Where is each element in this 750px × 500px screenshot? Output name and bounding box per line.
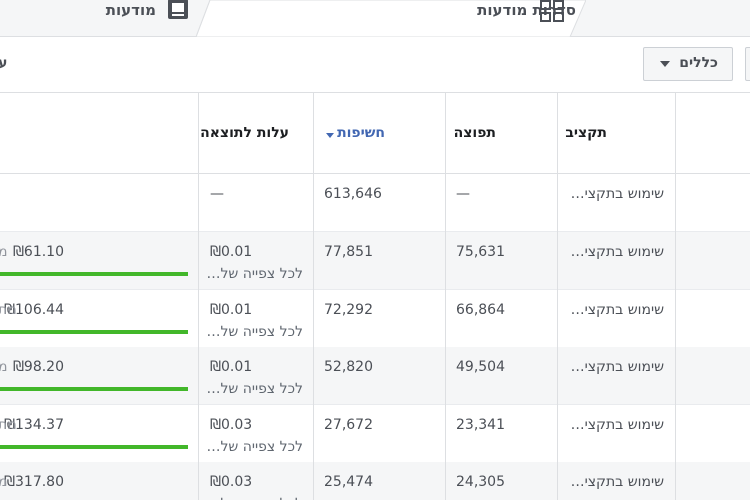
cell-impressions: 613,646 (324, 186, 382, 202)
cell-cost-per-result-sub: לכל צפייה של… (206, 496, 303, 500)
table-row[interactable]: שימוש בתקצי… — 613,646 — (0, 174, 750, 232)
cell-amount-spent: ₪317.80 (4, 474, 64, 490)
cell-amount-spent: ₪134.37 (4, 417, 64, 433)
cell-amount-prefix: מ (0, 474, 8, 490)
spend-progress-bar (0, 445, 188, 449)
toolbar-left-label[interactable]: עי (0, 55, 8, 71)
cell-budget: שימוש בתקצי… (570, 474, 664, 490)
cell-amount-spent: ₪106.44 (4, 302, 64, 318)
cell-amount-spent: ₪98.20 (12, 359, 64, 375)
table-row[interactable]: שימוש בתקצי… 24,305 25,474 ₪0.03 לכל צפייה ש… (0, 462, 750, 500)
column-divider (557, 93, 558, 500)
cell-cost-per-result: — (210, 186, 224, 202)
header-budget[interactable]: תקציב (565, 125, 607, 141)
ad-icon (166, 0, 190, 26)
cell-cost-per-result-sub: לכל צפייה של… (206, 439, 303, 455)
sort-desc-icon (326, 133, 334, 138)
table-row[interactable]: שימוש בתקצי… 66,864 72,292 ₪0.01 לכל צפייה ש… (0, 290, 750, 348)
cell-cost-per-result: ₪0.03 (210, 474, 253, 490)
column-divider (198, 93, 199, 500)
column-divider (675, 93, 676, 500)
cell-amount-prefix: מת (0, 417, 17, 433)
cell-budget: שימוש בתקצי… (570, 186, 664, 202)
column-divider (313, 93, 314, 500)
cell-impressions: 72,292 (324, 302, 373, 318)
cell-cost-per-result: ₪0.01 (210, 359, 253, 375)
columns-dropdown-label: כללים (679, 55, 718, 71)
cell-cost-per-result: ₪0.03 (210, 417, 253, 433)
cell-impressions: 52,820 (324, 359, 373, 375)
toolbar: עי כללים (0, 37, 750, 93)
grid-icon (540, 0, 564, 26)
cell-results: 75,631 (456, 244, 505, 260)
tab-ads[interactable]: מודעות (0, 0, 211, 38)
tab-ads-label: מודעות (105, 1, 156, 19)
cell-cost-per-result-sub: לכל צפייה של… (206, 266, 303, 282)
cell-cost-per-result-sub: לכל צפייה של… (206, 381, 303, 397)
cell-impressions: 27,672 (324, 417, 373, 433)
cell-results: 49,504 (456, 359, 505, 375)
cell-budget: שימוש בתקצי… (570, 302, 664, 318)
cell-amount-prefix: מת (0, 302, 17, 318)
cell-cost-per-result: ₪0.01 (210, 302, 253, 318)
cell-budget: שימוש בתקצי… (570, 244, 664, 260)
tab-ad-sets[interactable]: סדרות מודעות (196, 0, 586, 38)
cell-amount-prefix: מ (0, 244, 8, 260)
cell-results: — (456, 186, 470, 202)
cell-results: 24,305 (456, 474, 505, 490)
spend-progress-bar (0, 330, 188, 334)
table-row[interactable]: שימוש בתקצי… 75,631 77,851 ₪0.01 לכל צפייה ש… (0, 232, 750, 290)
header-impressions[interactable]: חשיפות (337, 125, 385, 141)
cell-amount-spent: ₪61.10 (12, 244, 64, 260)
tab-ad-sets-label: סדרות מודעות (477, 1, 576, 19)
table-row[interactable]: שימוש בתקצי… 23,341 27,672 ₪0.03 לכל צפייה ש… (0, 405, 750, 463)
caret-down-icon (660, 61, 670, 67)
tab-ads-divider (195, 0, 211, 38)
header-results[interactable]: תפוצה (453, 125, 496, 141)
tab-bar: סדרות מודעות מודעות (0, 0, 750, 38)
ad-sets-table: תקציב תפוצה חשיפות עלות לתוצאה שימוש בתק… (0, 92, 750, 500)
spend-progress-bar (0, 272, 188, 276)
table-row[interactable]: שימוש בתקצי… 49,504 52,820 ₪0.01 לכל צפייה ש… (0, 347, 750, 405)
cell-results: 66,864 (456, 302, 505, 318)
cell-amount-prefix: מ (0, 359, 8, 375)
cell-impressions: 77,851 (324, 244, 373, 260)
table-header: תקציב תפוצה חשיפות עלות לתוצאה (0, 93, 750, 174)
columns-dropdown[interactable]: כללים (643, 47, 733, 81)
cell-results: 23,341 (456, 417, 505, 433)
cell-cost-per-result: ₪0.01 (210, 244, 253, 260)
header-cost-per-result[interactable]: עלות לתוצאה (200, 125, 289, 141)
cell-budget: שימוש בתקצי… (570, 417, 664, 433)
cell-cost-per-result-sub: לכל צפייה של… (206, 324, 303, 340)
spend-progress-bar (0, 387, 188, 391)
toolbar-extra-button[interactable] (745, 47, 750, 81)
cell-budget: שימוש בתקצי… (570, 359, 664, 375)
cell-impressions: 25,474 (324, 474, 373, 490)
column-divider (445, 93, 446, 500)
